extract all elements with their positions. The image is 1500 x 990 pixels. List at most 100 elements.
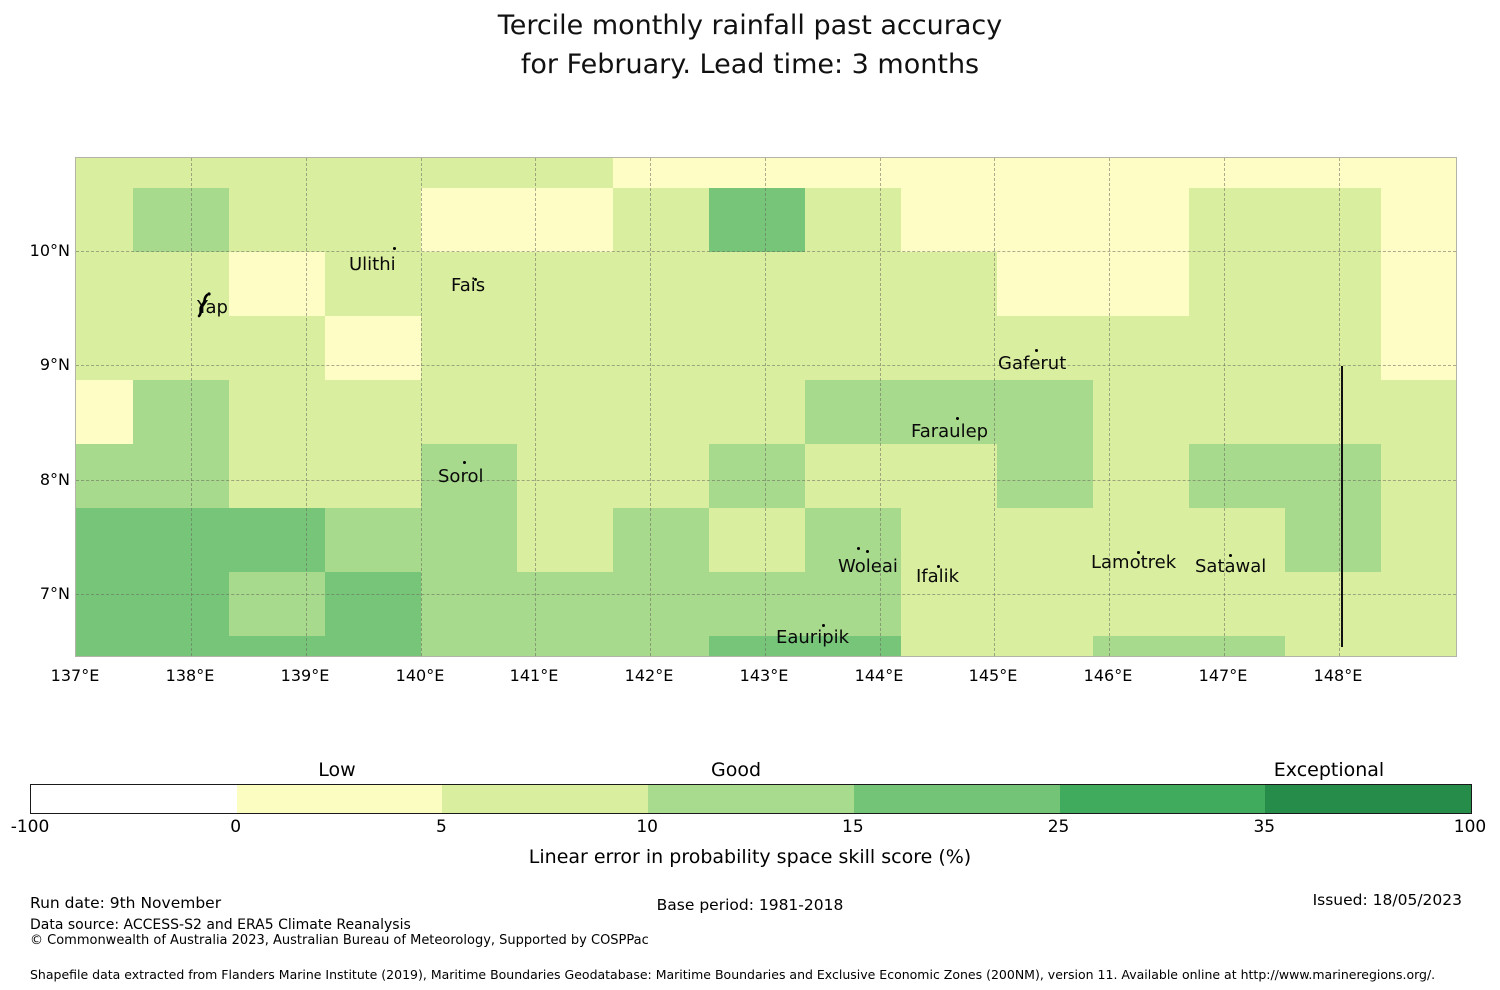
grid-cell — [76, 636, 133, 656]
grid-cell — [901, 380, 997, 444]
grid-cell — [76, 316, 133, 380]
colorbar-tick-label: 35 — [1253, 817, 1276, 837]
island-label: Ifalik — [916, 566, 960, 587]
colorbar-tick-label: 15 — [842, 817, 864, 837]
grid-cell — [901, 508, 997, 572]
graticule-line — [880, 158, 881, 656]
graticule-line — [1339, 158, 1340, 656]
grid-cell — [613, 572, 709, 636]
island-dot — [1035, 349, 1038, 352]
colorbar-segment — [236, 785, 443, 813]
x-tick-label: 140°E — [395, 666, 445, 685]
graticule-line — [765, 158, 766, 656]
grid-cell — [901, 188, 997, 252]
grid-cell — [1285, 380, 1381, 444]
x-tick-label: 141°E — [509, 666, 559, 685]
grid-cell — [901, 316, 997, 380]
y-tick-label: 9°N — [39, 355, 70, 374]
island-dot — [937, 565, 940, 568]
grid-cell — [76, 380, 133, 444]
grid-cell — [1189, 252, 1285, 316]
colorbar-tick-label: -100 — [10, 817, 50, 837]
island-label: Faraulep — [911, 421, 989, 442]
grid-cell — [805, 252, 901, 316]
grid-cell — [709, 380, 805, 444]
colorbar-tick-label: 5 — [436, 817, 447, 837]
grid-cell — [1285, 444, 1381, 508]
grid-cell — [613, 508, 709, 572]
grid-cell — [613, 380, 709, 444]
grid-cell — [1093, 572, 1189, 636]
grid-cell — [133, 316, 229, 380]
y-tick-label: 7°N — [39, 584, 70, 603]
grid-cell — [76, 572, 133, 636]
grid-cell — [709, 572, 805, 636]
colorbar-tick-label: 100 — [1453, 817, 1487, 837]
grid-cell — [421, 444, 517, 508]
issued-date-text: Issued: 18/05/2023 — [1312, 891, 1462, 909]
colorbar-segment — [442, 785, 649, 813]
x-tick-label: 138°E — [165, 666, 215, 685]
grid-cell — [1189, 380, 1285, 444]
graticule-line — [994, 158, 995, 656]
grid-cell — [1381, 444, 1456, 508]
x-tick-label: 137°E — [50, 666, 100, 685]
grid-cell — [1093, 252, 1189, 316]
grid-cell — [76, 252, 133, 316]
run-date-text: Run date: 9th November — [30, 894, 222, 912]
grid-cell — [517, 572, 613, 636]
colorbar-segment — [1059, 785, 1266, 813]
grid-cell — [421, 252, 517, 316]
grid-cell — [805, 572, 901, 636]
grid-cell — [517, 158, 613, 188]
map-plot: Yap Ulithi Fais Sorol Gaferut Faraulep Woleai I… — [75, 157, 1457, 657]
grid-cell — [901, 572, 997, 636]
grid-cell — [517, 444, 613, 508]
grid-cell — [613, 252, 709, 316]
colorbar-class-label: Good — [710, 759, 762, 781]
grid-cell — [1381, 316, 1456, 380]
grid-cell — [133, 252, 229, 316]
grid-cell — [805, 158, 901, 188]
graticule-line — [76, 365, 1456, 366]
grid-cell — [1381, 252, 1456, 316]
grid-cell — [1381, 380, 1456, 444]
graticule-line — [650, 158, 651, 656]
graticule-line — [1109, 158, 1110, 656]
grid-cell — [229, 636, 325, 656]
colorbar-class-label: Low — [318, 759, 356, 781]
grid-cell — [613, 444, 709, 508]
colorbar-tick-label: 0 — [230, 817, 242, 837]
island-label: Sorol — [438, 466, 484, 487]
island-label: Woleai — [838, 556, 898, 577]
grid-cell — [1285, 572, 1381, 636]
colorbar-segment — [648, 785, 855, 813]
colorbar-segment — [31, 785, 238, 813]
island-label: Ulithi — [349, 254, 396, 275]
graticule-line — [1224, 158, 1225, 656]
island-label: Gaferut — [998, 353, 1067, 374]
grid-cell — [709, 188, 805, 252]
x-tick-label: 142°E — [624, 666, 674, 685]
grid-cell — [421, 572, 517, 636]
grid-cell — [1189, 188, 1285, 252]
grid-cell — [517, 252, 613, 316]
grid-cell — [709, 316, 805, 380]
island-dot — [866, 550, 869, 553]
grid-cell — [805, 316, 901, 380]
grid-cell — [76, 158, 133, 188]
grid-cell — [709, 252, 805, 316]
grid-cell — [517, 380, 613, 444]
grid-cell — [901, 158, 997, 188]
grid-cell — [805, 508, 901, 572]
grid-cell — [325, 316, 421, 380]
graticule-line — [535, 158, 536, 656]
grid-cell — [325, 380, 421, 444]
grid-cell — [517, 316, 613, 380]
grid-cell — [1381, 572, 1456, 636]
grid-cell — [901, 252, 997, 316]
island-dot — [1229, 554, 1232, 557]
grid-cell — [1093, 444, 1189, 508]
graticule-line — [76, 251, 1456, 252]
